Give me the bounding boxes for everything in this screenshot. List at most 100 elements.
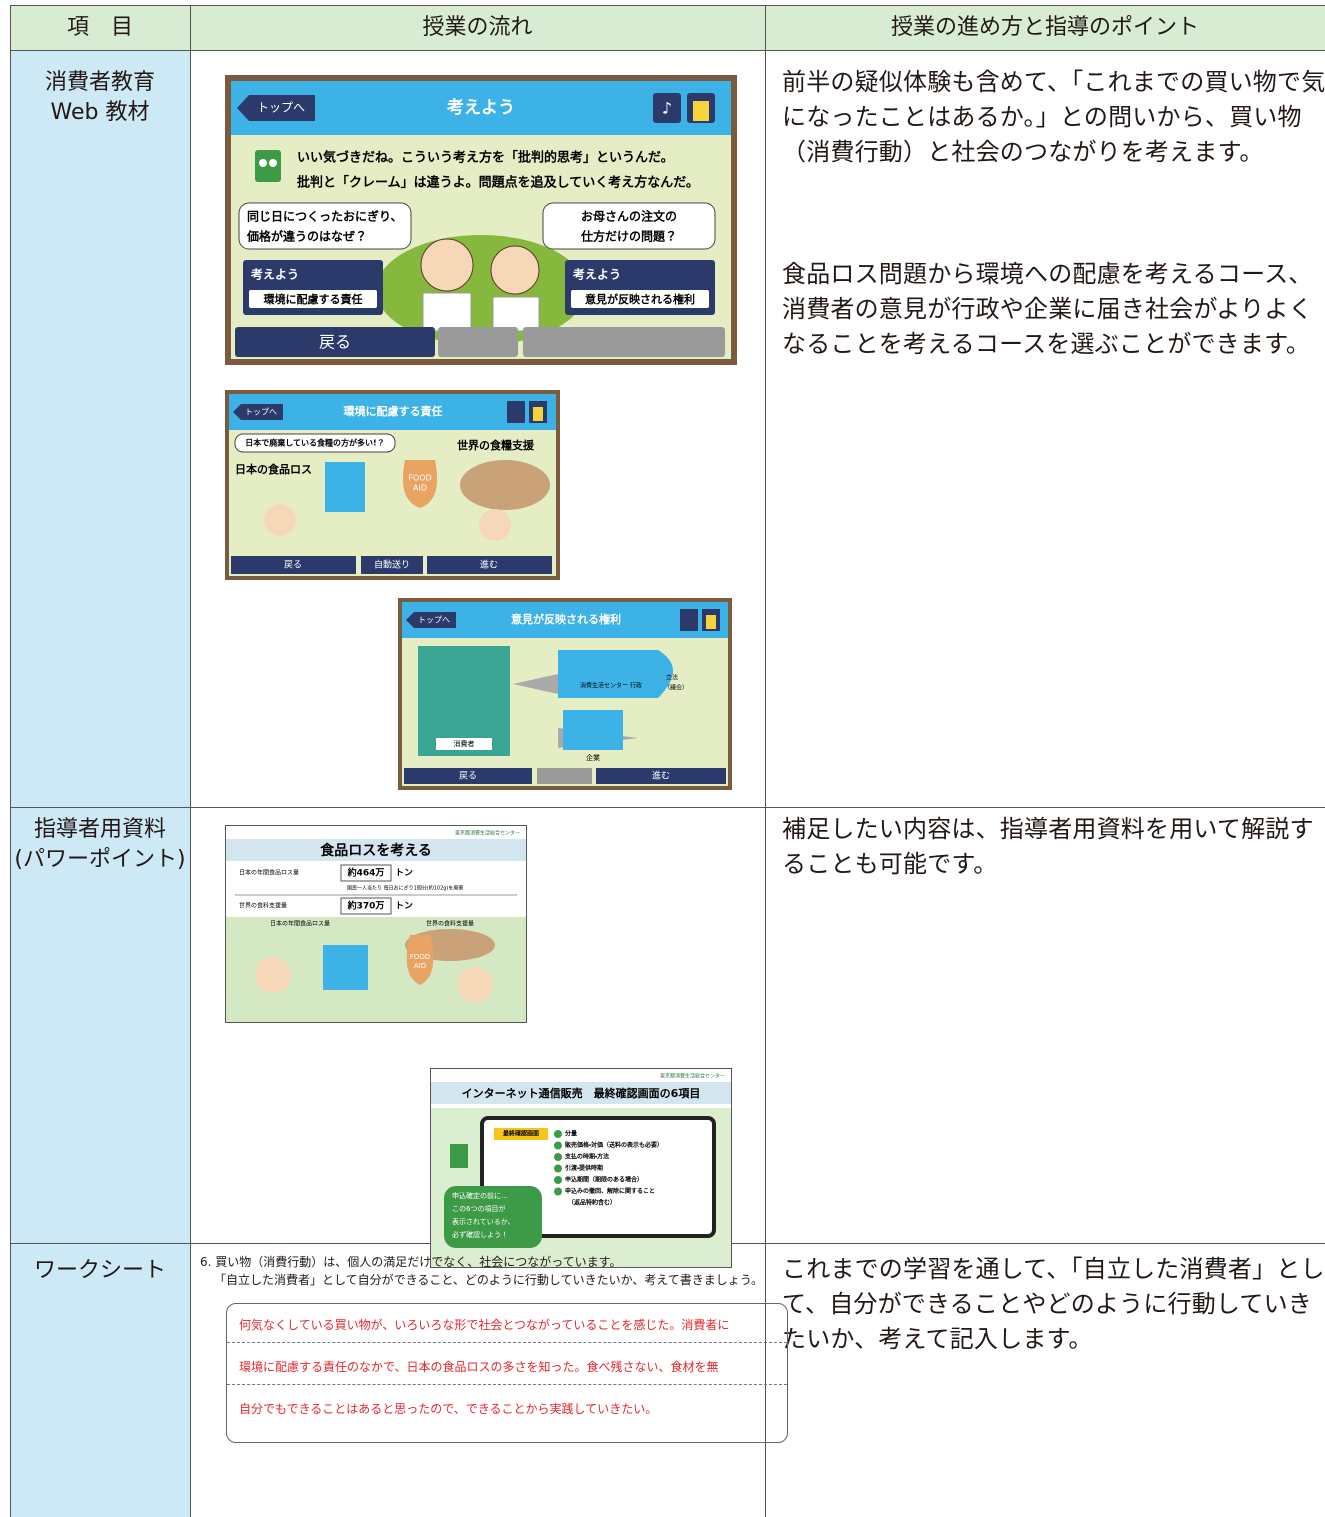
decoration <box>233 404 283 420</box>
answer: 環境に配慮する責任のなかで、日本の食品ロスの多さを知った。食べ残さない、食材を無 <box>239 1360 719 1374</box>
rule <box>765 5 766 1517</box>
decoration <box>259 159 267 167</box>
decoration <box>402 602 728 638</box>
diagram-label: （議会） <box>664 684 688 692</box>
slide-label: 日本の年間食品ロス量 <box>239 869 299 877</box>
item-line: 消費者教育 <box>44 70 155 95</box>
decoration <box>231 556 356 574</box>
point-text: 食品ロス問題から環境への配慮を考えるコース、消費者の意見が行政や企業に届き社会が… <box>782 260 1313 358</box>
caption: 世界の食糧支援 <box>457 438 535 452</box>
decoration <box>264 504 296 536</box>
decoration <box>444 1186 542 1248</box>
decoration <box>325 462 365 512</box>
decoration <box>235 327 435 357</box>
diagram-label: 消費者 <box>454 739 475 748</box>
bubble-text: 表示されているか、 <box>452 1217 515 1226</box>
decoration <box>406 612 456 628</box>
rule <box>10 50 1325 51</box>
answer: 何気なくしている買い物が、いろいろな形で社会とつながっていることを感じた。消費者… <box>239 1318 730 1332</box>
nav-button: 戻る <box>459 771 477 782</box>
decoration <box>438 327 518 357</box>
item-marker <box>554 1176 562 1184</box>
decoration <box>234 433 396 453</box>
item-line: ワークシート <box>33 1258 166 1283</box>
decoration <box>418 646 510 756</box>
slide-caption: 日本の年間食品ロス量 <box>270 920 330 928</box>
decoration <box>237 95 315 121</box>
item-marker <box>554 1187 562 1196</box>
item-marker <box>554 1164 562 1173</box>
item-marker <box>554 1141 562 1150</box>
item-text: 申込みの撤回、解除に関すること <box>565 1187 655 1195</box>
header-cell: 授業の進め方と指導のポイント <box>890 15 1199 40</box>
rule <box>10 5 11 1517</box>
decoration <box>340 864 392 882</box>
screenshot: トップへ 意見が反映される権利 消費者 消費生活センター 行政 立法 （議会） … <box>398 598 732 790</box>
answer: 自分でもできることはあると思ったので、できることから実践していきたい。 <box>239 1402 658 1416</box>
slide-caption: 世界の食料支援量 <box>426 920 474 928</box>
decoration <box>255 150 281 182</box>
screen-title: 環境に配慮する責任 <box>344 404 443 418</box>
course-label: 考えよう <box>250 267 299 282</box>
answer-box: 何気なくしている買い物が、いろいろな形で社会とつながっていることを感じた。消費者… <box>226 1303 788 1443</box>
slide-unit: トン <box>395 868 413 879</box>
decoration <box>457 967 493 1003</box>
header-cell: 授業の流れ <box>422 15 533 40</box>
diagram-label: 立法 <box>666 674 678 682</box>
screen-title: 意見が反映される権利 <box>511 612 621 626</box>
speech: いい気づきだね。こういう考え方を「批判的思考」というんだ。 <box>297 150 674 166</box>
decoration <box>542 202 716 250</box>
bubble-text: 価格が違うのはなぜ？ <box>246 229 367 244</box>
rule <box>190 5 191 1517</box>
decoration <box>513 674 558 694</box>
return-button: 戻る <box>319 333 351 352</box>
decoration <box>571 290 709 308</box>
nav-button: 自動送り <box>374 559 410 571</box>
bubble-text: 必ず確認しよう！ <box>452 1230 508 1239</box>
decoration <box>402 460 438 508</box>
point-text: これまでの学習を通して、「自立した消費者」として、自分ができることやどのように行… <box>782 1255 1325 1353</box>
decoration <box>361 556 423 574</box>
decoration <box>523 327 725 357</box>
decoration <box>558 650 673 698</box>
decoration <box>340 897 392 915</box>
course-label: 考えよう <box>572 267 621 282</box>
item-marker <box>554 1130 562 1138</box>
slide-org: 東京都消費生活総合センター <box>455 830 520 837</box>
decoration <box>427 556 552 574</box>
separator <box>227 1342 787 1343</box>
decoration <box>507 401 525 423</box>
bag-label: FOOD <box>408 474 431 483</box>
decoration <box>269 159 277 167</box>
slide-title: 食品ロスを考える <box>320 842 432 859</box>
bubble-text: 同じ日につくったおにぎり、 <box>247 209 403 224</box>
diagram-label: 行政 <box>630 682 642 690</box>
question: 「自立した消費者」として自分ができること、どのように行動していきたいか、考えて書… <box>214 1273 764 1287</box>
decoration <box>436 738 492 750</box>
header-row <box>10 5 1325 50</box>
back-button: トップへ <box>418 616 450 625</box>
decoration <box>490 245 540 295</box>
decoration <box>404 768 532 784</box>
decoration <box>460 460 550 510</box>
slide: 東京都消費生活総合センター インターネット通信販売 最終確認画面の6項目 最終確… <box>430 1068 732 1268</box>
decoration <box>229 394 556 430</box>
decoration <box>494 1128 548 1140</box>
bubble-text: 申込確定の前に… <box>452 1191 508 1200</box>
item-text: 支払の時期・方法 <box>564 1153 609 1161</box>
decoration <box>653 93 681 123</box>
item-text: （返品特約含む） <box>568 1199 616 1207</box>
decoration <box>596 768 726 784</box>
item-text: 引渡・提供時期 <box>565 1164 603 1172</box>
header-cell: 項 目 <box>66 15 133 40</box>
decoration <box>226 839 526 861</box>
course-name[interactable]: 意見が反映される権利 <box>585 292 695 306</box>
separator <box>227 1384 787 1385</box>
decoration <box>323 945 368 990</box>
item-line: Web 教材 <box>50 100 150 125</box>
course-name[interactable]: 環境に配慮する責任 <box>264 292 363 306</box>
caption: 日本の食品ロス <box>235 462 312 476</box>
decoration <box>706 615 716 629</box>
